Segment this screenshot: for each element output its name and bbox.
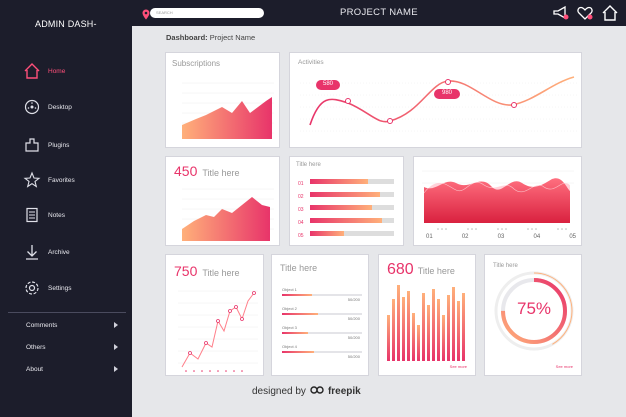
activities-card: Activities 580 980	[289, 52, 582, 148]
see-more-link[interactable]: See more	[449, 364, 467, 369]
subscriptions-area-chart	[182, 82, 274, 139]
stat-number: 680	[387, 261, 414, 278]
card-title: Title here	[280, 263, 318, 273]
megaphone-icon[interactable]	[552, 4, 570, 22]
stat-number: 450	[174, 163, 198, 179]
axis-label: 03	[497, 234, 505, 240]
desktop-icon	[22, 97, 42, 117]
gear-icon	[22, 278, 42, 298]
sidebar-item-label: Archive	[48, 248, 70, 256]
object-progress-bars	[282, 294, 362, 353]
home-icon[interactable]	[601, 4, 619, 22]
stat-title: Title here	[417, 266, 455, 276]
bar-chart	[387, 285, 465, 361]
card-title: Subscriptions	[172, 59, 221, 68]
stat-title: Title here	[202, 268, 240, 278]
wave-chart-card: 01 02 03 04 05	[413, 156, 582, 246]
progress-list-card: Title here 01 02 03 04 05	[289, 156, 404, 246]
sidebar-sub-others[interactable]: Others	[26, 340, 118, 354]
sub-item-label: Others	[26, 343, 46, 351]
row-index: 02	[298, 194, 304, 200]
stat-title: Title here	[202, 168, 240, 178]
object-value: 50/200	[347, 316, 360, 321]
sidebar-item-label: Home	[48, 67, 66, 75]
donut-card: Title here 75% See more	[484, 254, 582, 376]
subscriptions-card: Subscriptions	[165, 52, 280, 148]
search-input[interactable]: SEARCH	[150, 8, 264, 18]
breadcrumb: Dashboard: Project Name	[166, 33, 255, 42]
sidebar-item-settings[interactable]: Settings	[22, 277, 122, 299]
stat-card-680: 680 Title here See more	[378, 254, 476, 376]
object-label: Object 4	[282, 344, 297, 349]
project-title: PROJECT NAME	[340, 7, 418, 18]
donut-chart	[494, 271, 574, 351]
sidebar-item-notes[interactable]: Notes	[22, 204, 122, 226]
see-more-link[interactable]: See more	[555, 364, 573, 369]
sidebar-item-desktop[interactable]: Desktop	[22, 96, 122, 118]
line-chart	[178, 290, 258, 372]
footer-brand: freepik	[327, 386, 361, 397]
chevron-right-icon	[114, 344, 118, 350]
sidebar-item-label: Settings	[48, 284, 72, 292]
axis-label: 02	[461, 234, 469, 240]
object-label: Object 1	[282, 287, 297, 292]
row-index: 03	[298, 207, 304, 213]
archive-icon	[22, 242, 42, 262]
card-title: Title here	[493, 263, 518, 269]
notes-icon	[22, 205, 42, 225]
stat-number: 750	[174, 263, 198, 279]
chevron-right-icon	[114, 366, 118, 372]
sidebar-item-favorites[interactable]: Favorites	[22, 169, 122, 191]
object-value: 50/200	[347, 297, 360, 302]
star-icon	[22, 170, 42, 190]
stat-card-450: 450 Title here	[165, 156, 280, 246]
area-chart	[182, 188, 274, 241]
wave-chart	[422, 170, 574, 230]
object-label: Object 3	[282, 325, 297, 330]
sub-item-label: Comments	[26, 321, 58, 329]
home-icon	[22, 61, 42, 81]
footer: designed by freepik	[252, 384, 361, 399]
sidebar-item-label: Favorites	[48, 176, 75, 184]
objects-card: Title here Object 1 50/200 Object 2 50/2…	[271, 254, 369, 376]
chevron-right-icon	[114, 322, 118, 328]
sub-item-label: About	[26, 365, 43, 373]
footer-text: designed by	[252, 386, 306, 397]
axis-label: 01	[426, 234, 433, 240]
breadcrumb-prefix: Dashboard:	[166, 33, 208, 42]
activities-line-chart	[300, 76, 578, 132]
activity-badge: 580	[322, 81, 333, 87]
card-title: Title here	[296, 162, 321, 168]
object-value: 50/200	[347, 335, 360, 340]
sidebar-item-label: Notes	[48, 211, 65, 219]
object-label: Object 2	[282, 306, 297, 311]
card-title: Activities	[298, 59, 324, 66]
axis-label: 05	[569, 234, 576, 240]
axis-label: 04	[533, 234, 541, 240]
row-index: 05	[298, 233, 304, 239]
donut-percent: 75%	[516, 299, 552, 318]
stat-card-750: 750 Title here	[165, 254, 264, 376]
sidebar-item-plugins[interactable]: Plugins	[22, 134, 122, 156]
breadcrumb-page: Project Name	[209, 33, 256, 42]
sidebar-item-archive[interactable]: Archive	[22, 241, 122, 263]
progress-bars	[310, 179, 394, 236]
location-pin-icon	[142, 7, 150, 25]
brand-title: ADMIN DASH-	[35, 19, 97, 29]
sidebar-sub-comments[interactable]: Comments	[26, 318, 118, 332]
object-value: 50/200	[347, 354, 360, 359]
sidebar-divider	[8, 312, 126, 313]
sidebar: ADMIN DASH- Home Desktop Plugins Favorit…	[0, 0, 132, 417]
sidebar-item-label: Plugins	[48, 141, 70, 149]
row-index: 01	[298, 181, 304, 187]
row-index: 04	[298, 220, 304, 226]
plugins-icon	[22, 135, 42, 155]
sidebar-sub-about[interactable]: About	[26, 362, 118, 376]
heart-icon[interactable]	[576, 4, 594, 22]
activity-badge: 980	[441, 90, 452, 96]
sidebar-item-label: Desktop	[48, 103, 72, 111]
freepik-logo-icon	[310, 384, 324, 399]
sidebar-item-home[interactable]: Home	[22, 60, 122, 82]
